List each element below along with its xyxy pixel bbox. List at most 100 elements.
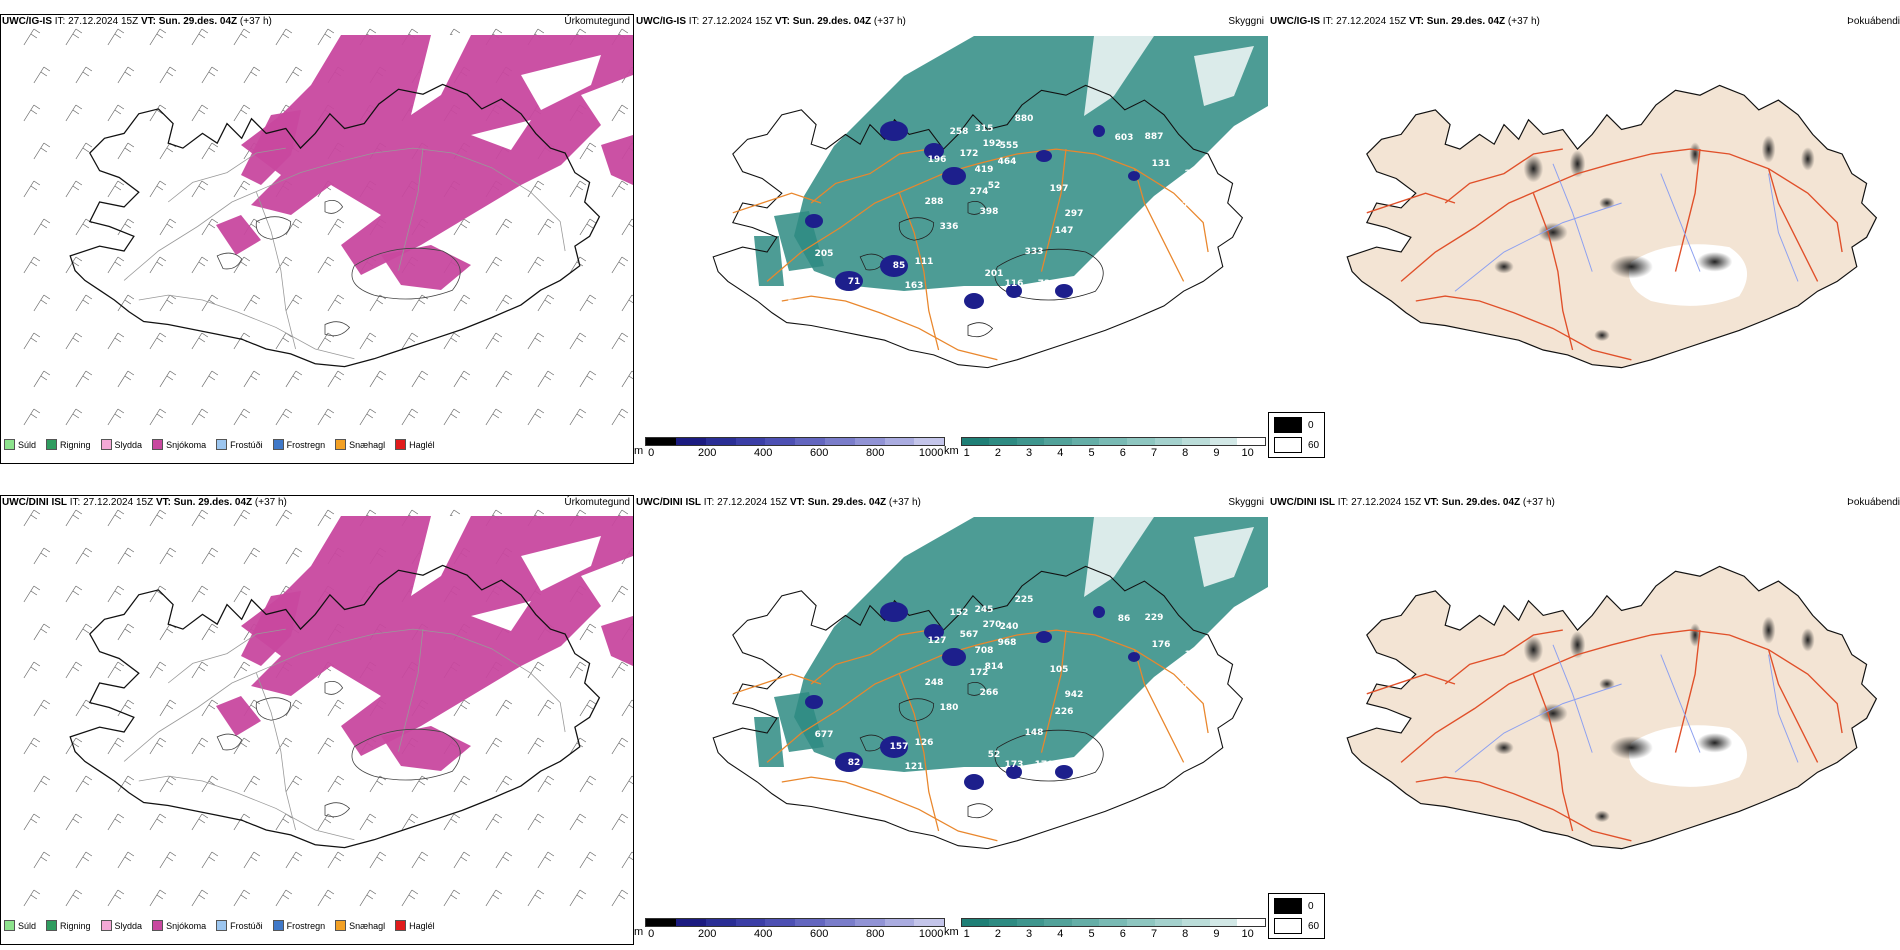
- colorbar-unit: m: [634, 926, 644, 938]
- cloud-base-value-label: 148: [1025, 728, 1044, 738]
- visibility-map: 880 315 555 258 192 172 464 196 419 603 887 131 280 5…: [634, 36, 1268, 436]
- cloud-base-value-label: 180: [940, 703, 959, 713]
- cloud-base-value-label: 176: [1152, 640, 1171, 650]
- colorbar-tick-label: 1000: [918, 447, 944, 459]
- visibility-colorbar: km 1 2 3 4 5 6 7 8 9 10: [944, 437, 1266, 460]
- row-2-visibility-panel: UWC/DINI ISL IT: 27.12.2024 15Z VT: Sun.…: [634, 495, 1268, 945]
- cloud-base-value-label: 270: [983, 620, 1002, 630]
- legend-item: Frostregn: [272, 439, 325, 450]
- fog-legend-row: 0: [1274, 898, 1319, 914]
- colorbar-cell: [735, 438, 766, 445]
- row-1-fog-panel: UWC/IG-IS IT: 27.12.2024 15Z VT: Sun. 29…: [1268, 14, 1900, 464]
- cloud-base-value-label: 131: [1152, 159, 1171, 169]
- colorbar-cell: [1182, 919, 1210, 926]
- elevation-colorbar: m 0 200 400 600 800 1000: [634, 918, 946, 941]
- colorbar-tick-label: 0: [648, 447, 655, 459]
- colorbar-cell: [884, 438, 915, 445]
- value-labels: 225 245 240 152 270 567 968 127 708 86 229 176 141 81…: [815, 595, 1204, 772]
- colorbar-cell: [1071, 919, 1100, 926]
- colorbar-tick-label: 800: [865, 447, 885, 459]
- precip-type-legend: Súld Rigning Slydda Snjókoma Frostúði Frostre…: [4, 439, 435, 450]
- colorbar-cell: [795, 919, 825, 926]
- cloud-base-value-label: 121: [905, 762, 924, 772]
- cloud-base-value-label: 52: [988, 750, 1001, 760]
- cloud-base-value-label: 52: [988, 181, 1001, 191]
- colorbar-cell: [1099, 438, 1127, 445]
- colorbar-tick-label: 1: [963, 928, 970, 940]
- colorbar-unit: km: [944, 445, 959, 457]
- legend-item: Slydda: [100, 920, 143, 931]
- panel-type-label: Úrkomutegund: [564, 16, 630, 27]
- panel-title: UWC/DINI ISL IT: 27.12.2024 15Z VT: Sun.…: [1270, 497, 1555, 508]
- legend-swatch: [272, 439, 284, 450]
- colorbar-tick-label: 2: [994, 447, 1001, 459]
- legend-item: Snjókoma: [152, 920, 206, 931]
- legend-item: Snjókoma: [152, 439, 206, 450]
- legend-swatch: [272, 920, 284, 931]
- colorbar-cell: [989, 919, 1017, 926]
- cloud-base-value-label: 497: [1170, 201, 1189, 211]
- panel-title: UWC/DINI ISL IT: 27.12.2024 15Z VT: Sun.…: [636, 497, 921, 508]
- row-2-fog-panel: UWC/DINI ISL IT: 27.12.2024 15Z VT: Sun.…: [1268, 495, 1900, 945]
- panel-type-label: Skyggni: [1228, 497, 1264, 508]
- colorbar-cell: [1237, 438, 1265, 445]
- legend-swatch: [395, 439, 407, 450]
- colorbar-tick-label: 400: [753, 928, 773, 940]
- colorbar-cell: [1044, 438, 1072, 445]
- colorbar-tick-label: 5: [1088, 928, 1095, 940]
- cloud-base-value-label: 173: [1005, 760, 1024, 770]
- legend-label: Snjókoma: [166, 439, 207, 450]
- cloud-base-value-label: 248: [925, 678, 944, 688]
- colorbar-tick-label: 3: [1026, 928, 1033, 940]
- low-cloud-base-area: [805, 602, 1140, 790]
- cloud-base-value-label: 817: [1170, 682, 1189, 692]
- cloud-base-value-label: 172: [960, 149, 979, 159]
- cloud-base-value-label: 398: [980, 207, 999, 217]
- cloud-base-value-label: 333: [1025, 247, 1044, 257]
- precip-type-legend: Súld Rigning Slydda Snjókoma Frostúði Frostre…: [4, 920, 435, 931]
- fog-legend-label: 60: [1308, 920, 1320, 932]
- colorbar-tick-label: 400: [753, 447, 773, 459]
- colorbar-tick-label: 4: [1057, 928, 1064, 940]
- cloud-base-value-label: 567: [960, 630, 979, 640]
- legend-item: Snæhagl: [335, 920, 385, 931]
- snowfall-area: [216, 35, 633, 290]
- precip-map: [0, 495, 634, 945]
- cloud-base-value-label: 280: [1185, 169, 1204, 179]
- colorbar-cell: [675, 438, 706, 445]
- legend-label: Frostregn: [286, 920, 326, 931]
- colorbar-cell: [1237, 919, 1265, 926]
- legend-swatch: [152, 920, 164, 931]
- legend-swatch: [152, 439, 164, 450]
- colorbar-cell: [989, 438, 1017, 445]
- cloud-base-value-label: 82: [848, 758, 861, 768]
- cloud-base-value-label: 419: [975, 165, 994, 175]
- panel-title: UWC/IG-IS IT: 27.12.2024 15Z VT: Sun. 29…: [1270, 16, 1540, 27]
- cloud-base-value-label: 274: [970, 187, 989, 197]
- cloud-base-value-label: 105: [1050, 665, 1069, 675]
- legend-label: Haglél: [409, 439, 435, 450]
- legend-swatch: [216, 439, 228, 450]
- colorbar-cell: [824, 919, 855, 926]
- cloud-base-value-label: 266: [980, 688, 999, 698]
- elevation-colorbar: m 0 200 400 600 800 1000: [634, 437, 946, 460]
- cloud-base-value-label: 291: [1105, 735, 1124, 745]
- cloud-base-value-label: 225: [1015, 595, 1034, 605]
- colorbar-tick-label: 6: [1119, 447, 1126, 459]
- cloud-base-value-label: 814: [985, 662, 1004, 672]
- colorbar-tick-label: 7: [1150, 928, 1158, 940]
- legend-item: Snæhagl: [335, 439, 385, 450]
- colorbar-cell: [1209, 919, 1238, 926]
- cloud-base-value-label: 315: [975, 124, 994, 134]
- legend-swatch: [100, 439, 112, 450]
- fog-legend-row: 60: [1274, 918, 1319, 934]
- panel-type-label: Skyggni: [1228, 16, 1264, 27]
- cloud-base-value-label: 72: [1038, 279, 1051, 289]
- legend-label: Slydda: [114, 920, 143, 931]
- colorbar-cell: [1126, 919, 1155, 926]
- cloud-base-value-label: 86: [1118, 614, 1131, 624]
- legend-item: Rigning: [46, 439, 91, 450]
- cloud-base-value-label: 77: [788, 299, 801, 309]
- colorbar-cell: [795, 438, 825, 445]
- legend-item: Frostregn: [272, 920, 326, 931]
